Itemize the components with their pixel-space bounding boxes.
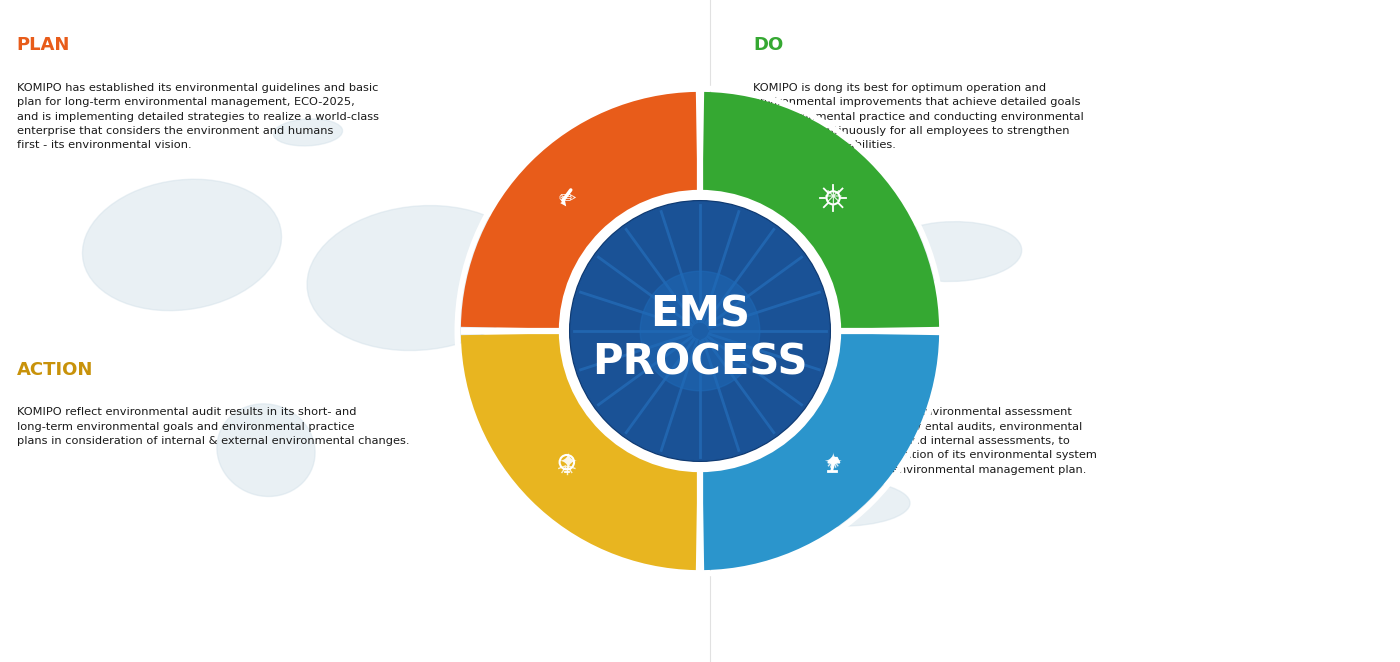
Ellipse shape — [882, 222, 1022, 281]
Wedge shape — [703, 334, 939, 570]
Text: ✦: ✦ — [823, 453, 841, 474]
Circle shape — [640, 271, 760, 391]
Ellipse shape — [273, 119, 343, 146]
Ellipse shape — [714, 391, 826, 430]
Text: EMS: EMS — [650, 293, 750, 335]
Text: ✳: ✳ — [823, 188, 841, 209]
Ellipse shape — [83, 179, 281, 310]
Polygon shape — [827, 457, 840, 463]
Text: PROCESS: PROCESS — [592, 341, 808, 383]
Ellipse shape — [307, 206, 533, 350]
Polygon shape — [560, 200, 566, 207]
Text: KOMIPO is dong its best for optimum operation and
environmental improvements tha: KOMIPO is dong its best for optimum oper… — [753, 83, 1084, 150]
Text: KOMIPO has established its environmental guidelines and basic
plan for long-term: KOMIPO has established its environmental… — [17, 83, 379, 150]
Wedge shape — [461, 92, 697, 328]
Wedge shape — [703, 92, 939, 328]
Text: KOMIPO reflect environmental audit results in its short- and
long-term environme: KOMIPO reflect environmental audit resul… — [17, 407, 409, 446]
Text: KOMIPO is operating diverse environmental assessment
programs, including environ: KOMIPO is operating diverse environmenta… — [753, 407, 1098, 475]
Text: ✦: ✦ — [559, 453, 577, 474]
Text: ACTION: ACTION — [17, 361, 94, 379]
Wedge shape — [461, 334, 697, 570]
Ellipse shape — [504, 344, 588, 437]
Text: ✏: ✏ — [559, 188, 575, 209]
Ellipse shape — [490, 192, 798, 338]
Ellipse shape — [217, 404, 315, 496]
Text: CHECK: CHECK — [753, 361, 820, 379]
Circle shape — [571, 202, 829, 460]
Circle shape — [566, 197, 834, 465]
Ellipse shape — [770, 480, 910, 526]
Text: DO: DO — [753, 36, 784, 54]
Circle shape — [570, 201, 830, 461]
Text: PLAN: PLAN — [17, 36, 70, 54]
